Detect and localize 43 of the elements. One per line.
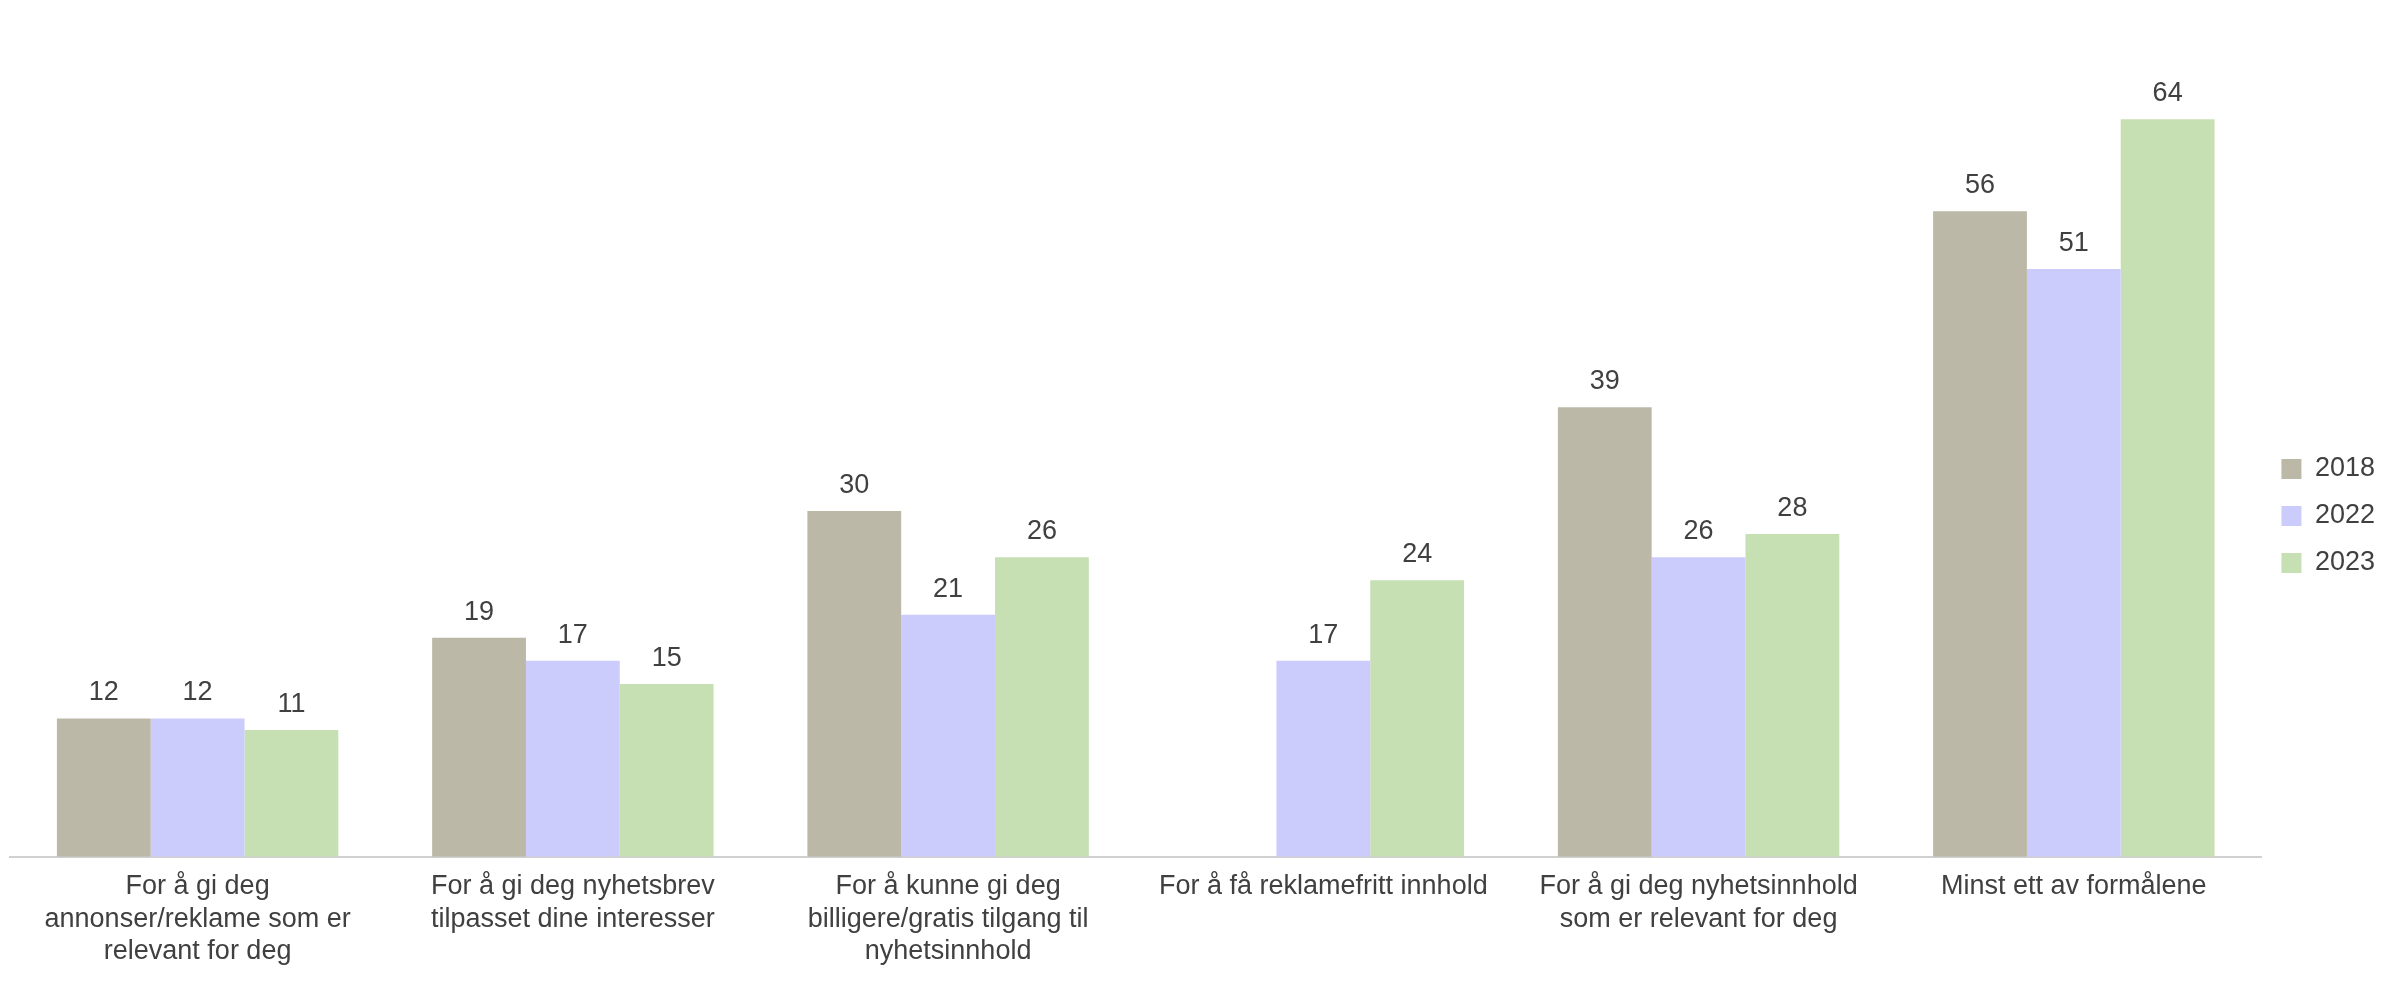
data-label: 30 (839, 468, 870, 499)
data-label: 17 (1308, 618, 1339, 649)
bar (2120, 119, 2215, 857)
bar (995, 557, 1089, 857)
data-label: 17 (557, 618, 588, 649)
data-label: 56 (1964, 169, 1996, 200)
data-label: 64 (2152, 77, 2183, 108)
bar (1370, 580, 1465, 857)
x-tick-label: For å gi deg nyhetsbrev tilpasset dine interesser (431, 870, 716, 933)
bar (244, 730, 339, 857)
bar (1276, 660, 1371, 857)
x-tick-label: For å få reklamefritt innhold (1159, 870, 1488, 901)
x-tick-label: For å kunne gi deg billigere/gratis tilgang til nyhetsinnhold (807, 870, 1089, 966)
data-label: 15 (651, 641, 682, 672)
bar (1557, 407, 1652, 857)
bar (619, 683, 714, 857)
bar (432, 637, 526, 857)
bar (150, 718, 245, 857)
data-label: 51 (2058, 226, 2089, 257)
data-label: 26 (1026, 515, 1057, 546)
x-tick-label: Minst ett av formålene (1941, 870, 2207, 901)
legend-label: 2018 (2314, 452, 2376, 483)
legend-label: 2023 (2314, 546, 2376, 577)
data-label: 24 (1402, 538, 1433, 569)
legend-label: 2022 (2314, 499, 2376, 530)
data-label: 26 (1683, 515, 1714, 546)
bar (1745, 534, 1840, 857)
data-label: 28 (1777, 492, 1808, 523)
x-tick-label: For å gi deg nyhetsinnhold som er relevant for deg (1539, 870, 1858, 933)
data-label: 11 (277, 687, 306, 718)
data-label: 39 (1589, 365, 1620, 396)
data-label: 12 (182, 676, 213, 707)
bar (525, 660, 620, 857)
x-tick-label: For å gi deg annonser/reklame som er relevant for deg (44, 870, 351, 966)
bar (1651, 557, 1746, 857)
bar (807, 511, 902, 857)
bar (2026, 268, 2121, 857)
bar (1933, 211, 2027, 857)
bar (901, 614, 995, 857)
bar (56, 718, 151, 857)
data-label: 12 (88, 676, 119, 707)
data-label: 21 (933, 572, 964, 603)
data-label: 19 (464, 595, 495, 626)
